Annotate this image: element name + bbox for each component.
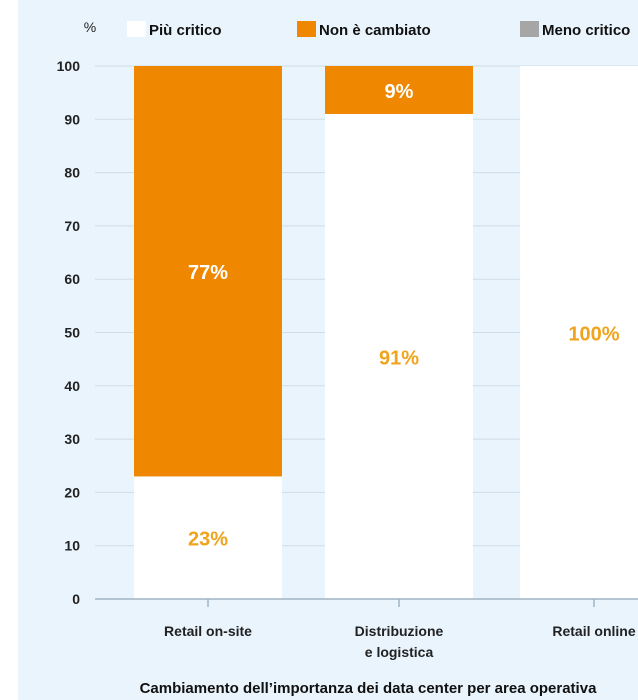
- y-axis-unit: %: [84, 19, 96, 35]
- y-tick-label: 20: [64, 484, 80, 500]
- bar-segment: [325, 66, 473, 114]
- y-tick-label: 80: [64, 165, 80, 181]
- y-tick-label: 40: [64, 378, 80, 394]
- bar-segment: [520, 66, 638, 599]
- y-tick-label: 30: [64, 431, 80, 447]
- legend: Più critico Non è cambiato Meno critico: [127, 21, 630, 39]
- bars-layer: [134, 66, 638, 599]
- data-label: 9%: [385, 81, 414, 103]
- labels-layer: 23% 77% 91% 9% 100%: [188, 81, 620, 551]
- chart-caption: Cambiamento dell’importanza dei data cen…: [140, 680, 597, 697]
- data-label: 91%: [379, 347, 419, 369]
- y-tick-label: 70: [64, 218, 80, 234]
- legend-label: Più critico: [149, 22, 222, 39]
- legend-label: Non è cambiato: [319, 22, 431, 39]
- bar-segment: [134, 66, 282, 477]
- x-category-label: Retail online: [552, 623, 635, 639]
- bar-segment: [325, 113, 473, 599]
- x-category-label: Distribuzione e logistica: [355, 623, 444, 660]
- y-tick-label: 50: [64, 325, 80, 341]
- data-label: 23%: [188, 529, 228, 551]
- data-label: 77%: [188, 262, 228, 284]
- y-tick-label: 100: [57, 58, 81, 74]
- bar-segment: [134, 476, 282, 599]
- legend-swatch: [297, 21, 316, 37]
- legend-label: Meno critico: [542, 22, 630, 39]
- axis-layer: 0 10 20 30 40 50 60 70 80 90 100 Retail on-site Dist…: [57, 58, 638, 660]
- x-category-label: Retail on-site: [164, 623, 252, 639]
- data-label: 100%: [568, 324, 619, 346]
- legend-swatch: [127, 21, 146, 37]
- y-tick-label: 60: [64, 271, 80, 287]
- y-tick-label: 0: [72, 591, 80, 607]
- y-tick-label: 10: [64, 538, 80, 554]
- y-tick-label: 90: [64, 111, 80, 127]
- legend-swatch: [520, 21, 539, 37]
